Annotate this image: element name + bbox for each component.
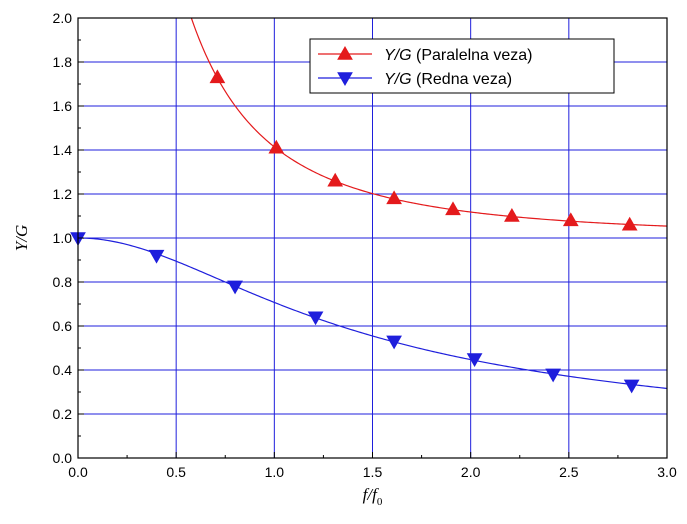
y-tick-label: 0.6 xyxy=(53,318,73,334)
data-point xyxy=(504,207,520,222)
tick-labels: 0.0 0.5 1.0 1.5 2.0 2.5 3.0 0.0 0.2 0.4 0.6 0.8 1.0 1… xyxy=(53,10,677,480)
x-tick-label: 2.5 xyxy=(559,464,579,480)
legend-label: Y/G (Redna veza) xyxy=(384,71,512,88)
x-tick-label: 0.5 xyxy=(166,464,186,480)
markers xyxy=(70,69,640,394)
y-tick-label: 0.2 xyxy=(53,406,73,422)
data-point xyxy=(386,335,402,350)
series-curve xyxy=(78,237,667,390)
x-tick-label: 1.0 xyxy=(265,464,285,480)
y-tick-label: 0.4 xyxy=(53,362,73,378)
data-point xyxy=(307,311,324,326)
x-tick-label: 1.5 xyxy=(363,464,383,480)
legend-marker xyxy=(337,45,353,60)
y-tick-label: 1.4 xyxy=(53,142,73,158)
y-axis-label: Y/G xyxy=(12,225,31,251)
x-tick-label: 2.0 xyxy=(461,464,481,480)
y-tick-label: 1.6 xyxy=(53,98,73,114)
y-tick-label: 0.8 xyxy=(53,274,73,290)
data-point xyxy=(466,353,483,368)
y-tick-label: 0.0 xyxy=(53,450,73,466)
data-point xyxy=(545,368,561,383)
curves xyxy=(78,18,667,390)
data-point xyxy=(445,201,461,216)
data-point xyxy=(562,212,579,227)
ticks xyxy=(77,17,668,459)
data-point xyxy=(623,379,640,394)
legend-marker xyxy=(337,72,353,87)
x-tick-label: 3.0 xyxy=(657,464,677,480)
data-point xyxy=(327,172,344,187)
y-tick-label: 1.2 xyxy=(53,186,73,202)
y-tick-label: 1.8 xyxy=(53,54,73,70)
y-tick-label: 1.0 xyxy=(53,230,73,246)
legend: Y/G (Paralelna veza) Y/G (Redna veza) xyxy=(309,38,615,94)
legend-box xyxy=(309,38,615,94)
legend-label: Y/G (Paralelna veza) xyxy=(384,47,533,64)
data-point xyxy=(209,69,226,84)
data-point xyxy=(268,139,285,154)
x-tick-label: 0.0 xyxy=(68,464,88,480)
data-point xyxy=(148,249,165,264)
y-tick-label: 2.0 xyxy=(53,10,73,26)
series-curve xyxy=(190,18,667,227)
data-point xyxy=(386,190,402,205)
data-point xyxy=(621,216,638,231)
data-point xyxy=(227,280,243,295)
x-axis-label: f/f0 xyxy=(363,485,383,508)
